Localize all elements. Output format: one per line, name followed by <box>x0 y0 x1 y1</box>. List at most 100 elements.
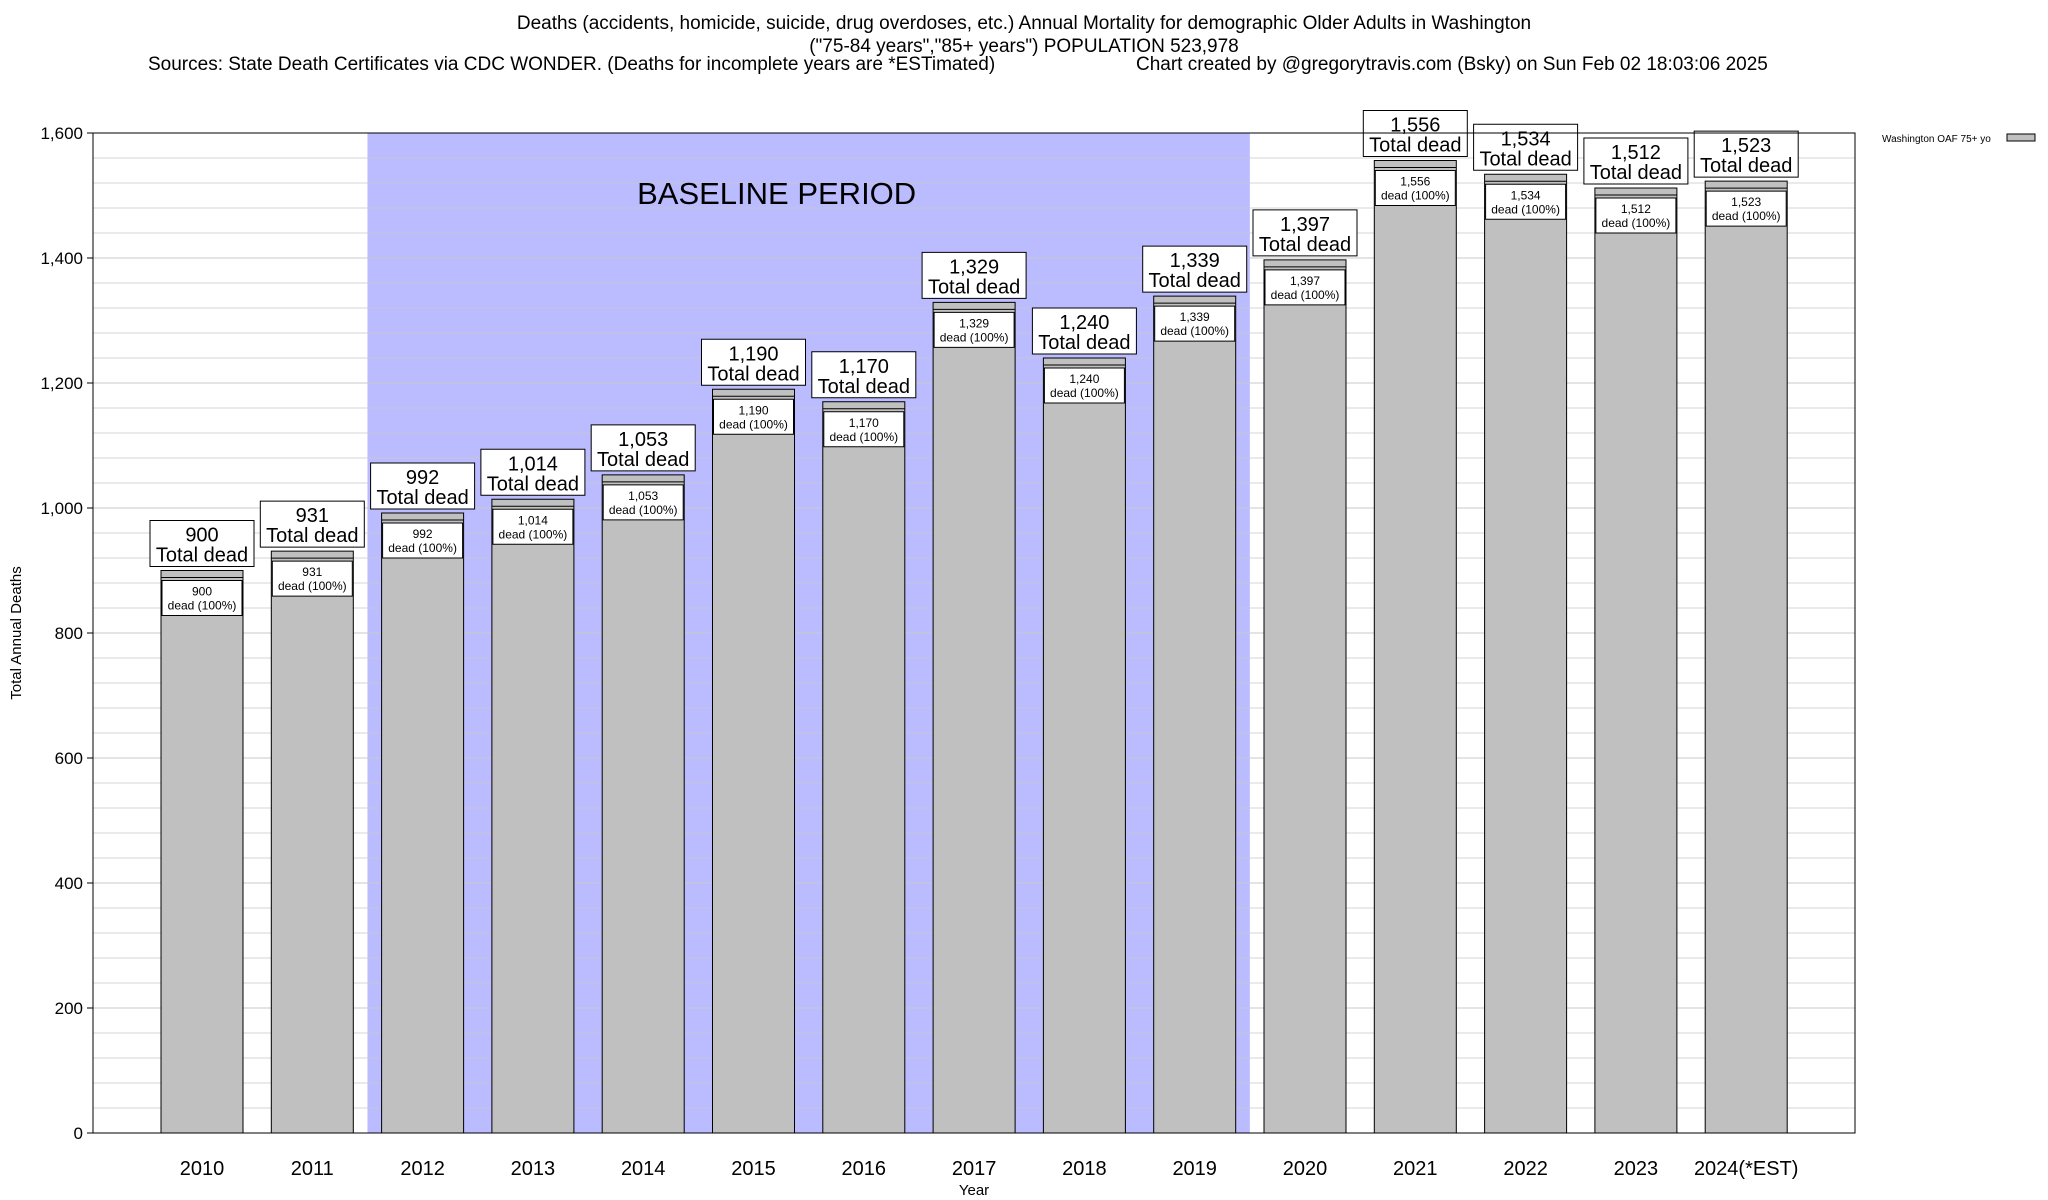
inner-label-box <box>492 508 574 545</box>
top-label-box <box>921 251 1027 299</box>
x-tick-label: 2016 <box>842 1158 887 1180</box>
x-tick-label: 2012 <box>400 1158 445 1180</box>
bar <box>1484 173 1568 1134</box>
chart-title: Deaths (accidents, homicide, suicide, dr… <box>0 12 2048 58</box>
inner-label-box <box>713 398 794 435</box>
x-tick-label: 2015 <box>731 1158 776 1180</box>
inner-value-label: 992 <box>413 527 433 541</box>
x-tick-label: 2022 <box>1503 1158 1548 1180</box>
x-tick-label: 2013 <box>511 1158 556 1180</box>
inner-label-box <box>933 311 1015 348</box>
legend-swatch <box>2006 133 2036 142</box>
inner-value-label: 1,053 <box>628 489 658 503</box>
top-value-label: 1,534 <box>1501 128 1551 150</box>
inner-label-suffix: dead (100%) <box>719 417 788 431</box>
inner-label-suffix: dead (100%) <box>1050 386 1119 400</box>
top-value-label: 1,190 <box>728 343 778 365</box>
top-value-label: 1,329 <box>949 256 999 278</box>
bar <box>1263 259 1347 1134</box>
bar <box>822 401 906 1134</box>
inner-label-box <box>1043 367 1125 404</box>
inner-label-suffix: dead (100%) <box>609 503 678 517</box>
inner-value-label: 1,240 <box>1069 372 1099 386</box>
top-value-label: 1,014 <box>508 453 558 475</box>
x-tick-label: 2017 <box>952 1158 997 1180</box>
inner-label-suffix: dead (100%) <box>1381 189 1450 203</box>
bar <box>1042 357 1126 1134</box>
top-label-box <box>1142 245 1248 293</box>
top-value-label: 931 <box>296 505 329 527</box>
bar <box>270 550 354 1134</box>
top-label-box <box>370 462 476 510</box>
bar <box>1153 295 1237 1134</box>
top-label-box <box>1031 307 1137 355</box>
x-tick-label: 2019 <box>1172 1158 1217 1180</box>
credit-text: Chart created by @gregorytravis.com (Bsk… <box>1136 54 1768 75</box>
inner-label-box <box>161 580 243 616</box>
inner-label-suffix: dead (100%) <box>1602 216 1671 230</box>
inner-label-suffix: dead (100%) <box>1491 202 1560 216</box>
top-label-box <box>1583 137 1689 185</box>
top-value-label: 1,240 <box>1059 312 1109 334</box>
x-tick-label: 2021 <box>1393 1158 1438 1180</box>
top-label-box <box>480 448 586 496</box>
top-label-suffix: Total dead <box>597 449 689 471</box>
inner-label-box <box>382 522 464 559</box>
inner-value-label: 1,523 <box>1731 195 1761 209</box>
x-tick-label: 2020 <box>1283 1158 1328 1180</box>
y-tick-label: 200 <box>55 999 83 1018</box>
top-value-label: 1,523 <box>1721 135 1771 157</box>
top-label-box <box>701 338 806 386</box>
inner-label-suffix: dead (100%) <box>1160 324 1229 338</box>
inner-value-label: 1,339 <box>1180 310 1210 324</box>
bar <box>1704 180 1788 1134</box>
inner-value-label: 1,170 <box>849 416 879 430</box>
top-label-box <box>1693 130 1799 178</box>
top-label-box <box>149 520 255 567</box>
top-label-suffix: Total dead <box>928 276 1020 298</box>
inner-label-suffix: dead (100%) <box>388 541 457 555</box>
top-label-suffix: Total dead <box>487 473 579 495</box>
title-line-1: Deaths (accidents, homicide, suicide, dr… <box>516 13 1532 34</box>
inner-value-label: 1,190 <box>738 403 768 417</box>
bar <box>381 512 465 1134</box>
bar <box>932 301 1016 1134</box>
top-value-label: 1,556 <box>1390 115 1440 137</box>
y-axis-label: Total Annual Deaths <box>8 566 25 699</box>
bar <box>1594 187 1678 1134</box>
y-tick-label: 0 <box>74 1124 83 1143</box>
sources-text: Sources: State Death Certificates via CD… <box>148 54 996 75</box>
inner-label-suffix: dead (100%) <box>940 330 1009 344</box>
inner-label-box <box>602 484 684 521</box>
inner-label-box <box>1485 183 1567 220</box>
y-tick-label: 1,200 <box>40 374 83 393</box>
inner-label-box <box>271 560 353 597</box>
x-tick-label: 2024(*EST) <box>1694 1158 1799 1180</box>
top-label-box <box>1473 123 1579 171</box>
top-label-suffix: Total dead <box>1149 270 1241 292</box>
inner-label-box <box>1154 305 1236 342</box>
inner-label-box <box>1264 269 1346 306</box>
top-label-suffix: Total dead <box>818 376 910 398</box>
x-tick-label: 2023 <box>1614 1158 1659 1180</box>
top-value-label: 1,397 <box>1280 214 1330 236</box>
inner-label-suffix: dead (100%) <box>168 599 237 613</box>
top-label-suffix: Total dead <box>1479 148 1571 170</box>
inner-label-box <box>823 411 905 448</box>
inner-value-label: 900 <box>192 585 212 599</box>
top-value-label: 1,512 <box>1611 142 1661 164</box>
top-label-box <box>259 500 365 548</box>
y-tick-label: 400 <box>55 874 83 893</box>
bar <box>160 570 244 1134</box>
inner-value-label: 1,534 <box>1511 188 1541 202</box>
top-value-label: 1,339 <box>1170 250 1220 272</box>
legend-label: Washington OAF 75+ yo <box>1882 134 1991 145</box>
bar <box>491 498 575 1134</box>
top-label-suffix: Total dead <box>376 487 468 509</box>
top-label-suffix: Total dead <box>1259 234 1351 256</box>
inner-label-suffix: dead (100%) <box>1712 209 1781 223</box>
top-value-label: 1,053 <box>618 429 668 451</box>
y-tick-label: 1,600 <box>40 124 83 143</box>
y-tick-label: 1,400 <box>40 249 83 268</box>
